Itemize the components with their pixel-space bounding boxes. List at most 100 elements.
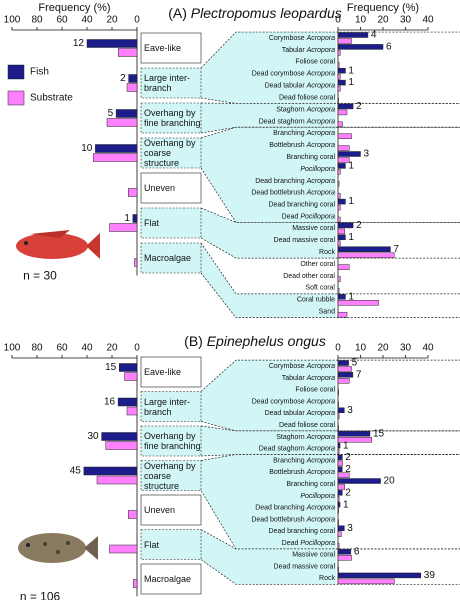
- data-label: 1: [348, 161, 354, 172]
- bar: [337, 572, 422, 579]
- y-tick-label: Dead bottlebrush Acropora: [251, 190, 335, 197]
- bar: [337, 501, 341, 508]
- link-line: [200, 126, 460, 139]
- data-label: 10: [81, 143, 93, 154]
- species-name: Plectropomus leopardus: [191, 5, 342, 21]
- bar: [337, 437, 372, 443]
- x-tick-label: 100: [4, 343, 21, 354]
- y-tick-label: Dead staghorn Acropora: [259, 118, 335, 125]
- bar: [337, 300, 379, 306]
- bar: [337, 169, 341, 175]
- data-label: 1: [343, 499, 349, 510]
- y-tick-label: Rock: [319, 575, 335, 582]
- bar: [337, 531, 342, 537]
- bar: [105, 441, 138, 450]
- category-label-box: Uneven: [144, 505, 176, 515]
- data-label: 3: [347, 405, 353, 416]
- data-label: 2: [345, 487, 351, 498]
- data-label: 2: [356, 220, 362, 231]
- link-line: [200, 359, 460, 392]
- bar: [119, 363, 138, 372]
- bar: [337, 216, 341, 223]
- y-tick-label: Macroalgae: [144, 574, 192, 584]
- x-tick-label: 20: [377, 15, 389, 26]
- y-tick-label: Pocillopora: [300, 166, 335, 173]
- bar: [337, 401, 339, 408]
- y-tick-label: Dead other coral: [283, 273, 335, 280]
- y-tick-label: Overhang by coarse structure: [144, 460, 196, 491]
- link-band: [201, 127, 336, 223]
- category-box: [140, 356, 202, 388]
- x-tick-label: 60: [56, 15, 68, 26]
- bar: [337, 478, 381, 484]
- bar: [337, 133, 352, 139]
- x-tick-label: 20: [106, 343, 118, 354]
- category-label-box: Large inter-branch: [144, 73, 190, 93]
- link-line: [200, 31, 460, 69]
- sample-size: n = 106: [20, 590, 61, 600]
- y-tick-label: Corymbose Acropora: [269, 35, 335, 42]
- bar: [337, 192, 341, 199]
- bar: [337, 264, 350, 270]
- link-line: [200, 559, 460, 585]
- bar: [126, 406, 138, 416]
- y-tick-label: Soft coral: [305, 285, 335, 292]
- x-tick-label: 20: [377, 343, 389, 354]
- y-tick-label: Foliose coral: [295, 386, 335, 393]
- bar: [128, 74, 138, 83]
- y-tick-label: Tabular Acropora: [282, 375, 335, 382]
- x-axis-label: Frequency (%): [347, 2, 419, 14]
- y-tick-label: Dead tabular Acropora: [265, 410, 336, 417]
- bar: [337, 240, 341, 247]
- y-tick-label: Dead tabular Acropora: [265, 82, 336, 89]
- legend-label: Substrate: [30, 93, 73, 104]
- bar: [337, 67, 346, 74]
- category-label-box: Flat: [144, 218, 159, 228]
- bar: [337, 525, 345, 531]
- x-tick-label: 30: [400, 343, 412, 354]
- bar: [337, 121, 343, 128]
- bar: [337, 163, 346, 169]
- y-tick-label: Branching Acropora: [273, 457, 335, 464]
- y-tick-label: Uneven: [144, 505, 176, 515]
- category-box: [140, 425, 202, 457]
- bar: [337, 157, 350, 163]
- bar: [337, 204, 341, 211]
- data-label: 1: [348, 77, 354, 88]
- link-band: [201, 32, 336, 104]
- species-name: Epinephelus ongus: [207, 333, 326, 349]
- link-line: [200, 529, 460, 550]
- bar: [124, 372, 138, 381]
- y-tick-label: Dead corymbose Acropora: [252, 398, 335, 405]
- x-tick-label: 100: [4, 15, 21, 26]
- bar: [337, 103, 354, 110]
- y-tick-label: Massive coral: [292, 225, 335, 232]
- x-tick-label: 0: [134, 15, 140, 26]
- y-tick-label: Other coral: [300, 261, 335, 268]
- bar: [96, 475, 138, 485]
- panel-label: (A): [168, 5, 187, 21]
- bar: [86, 39, 138, 48]
- bar: [93, 153, 138, 162]
- link-line: [200, 242, 460, 295]
- bar: [337, 32, 369, 38]
- bar: [337, 276, 341, 282]
- category-label-box: Macroalgae: [144, 253, 191, 263]
- bar: [337, 372, 354, 378]
- bar: [337, 44, 384, 50]
- x-tick-label: 60: [56, 343, 68, 354]
- bar: [337, 519, 339, 526]
- bar: [337, 389, 339, 396]
- bar: [337, 425, 339, 431]
- bar: [337, 228, 345, 235]
- link-band: [201, 454, 336, 549]
- bar: [118, 48, 138, 57]
- category-label-box: Large inter-branch: [144, 397, 190, 417]
- x-tick-label: 40: [81, 343, 93, 354]
- bar: [337, 360, 349, 366]
- category-box: [140, 137, 202, 169]
- bar: [337, 97, 339, 104]
- y-tick-label: Uneven: [144, 183, 176, 193]
- data-label: 1: [348, 65, 354, 76]
- bar: [337, 38, 352, 44]
